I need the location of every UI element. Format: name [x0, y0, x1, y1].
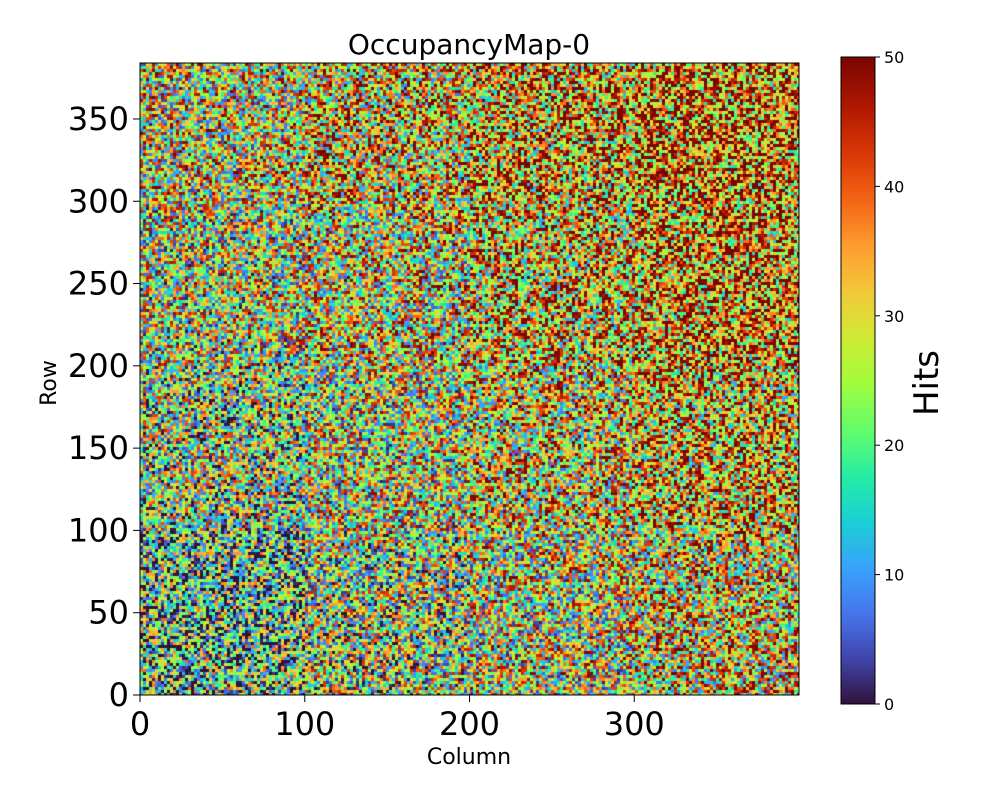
- colorbar-tick-label: 0: [884, 695, 894, 714]
- colorbar-tick-label: 10: [884, 566, 904, 585]
- heatmap-image: [140, 63, 799, 695]
- x-axis-ticks: 0 100 200 300: [130, 695, 665, 743]
- y-tick-label: 300: [68, 182, 129, 220]
- y-tick-label: 200: [68, 347, 129, 385]
- colorbar-ticks: 0 10 20 30 40 50: [875, 48, 904, 714]
- y-axis-label: Row: [37, 360, 62, 406]
- y-tick-label: 150: [68, 429, 129, 467]
- y-axis-ticks: 0 50 100 150 200 250 300 350: [68, 100, 140, 714]
- x-tick-label: 300: [604, 705, 665, 743]
- heatmap-cells: [140, 63, 799, 695]
- y-tick-label: 100: [68, 511, 129, 549]
- colorbar: [840, 56, 876, 705]
- colorbar-tick-label: 50: [884, 48, 904, 67]
- y-tick-label: 250: [68, 265, 129, 303]
- y-tick-label: 350: [68, 100, 129, 138]
- x-axis-label: Column: [427, 745, 511, 770]
- x-tick-label: 100: [274, 705, 335, 743]
- colorbar-tick-label: 40: [884, 177, 904, 196]
- y-tick-label: 50: [88, 594, 129, 632]
- colorbar-tick-label: 20: [884, 436, 904, 455]
- x-tick-label: 0: [130, 705, 150, 743]
- chart-title: OccupancyMap-0: [348, 28, 590, 61]
- colorbar-tick-label: 30: [884, 307, 904, 326]
- y-tick-label: 0: [109, 676, 129, 714]
- colorbar-label: Hits: [907, 350, 947, 416]
- x-tick-label: 200: [439, 705, 500, 743]
